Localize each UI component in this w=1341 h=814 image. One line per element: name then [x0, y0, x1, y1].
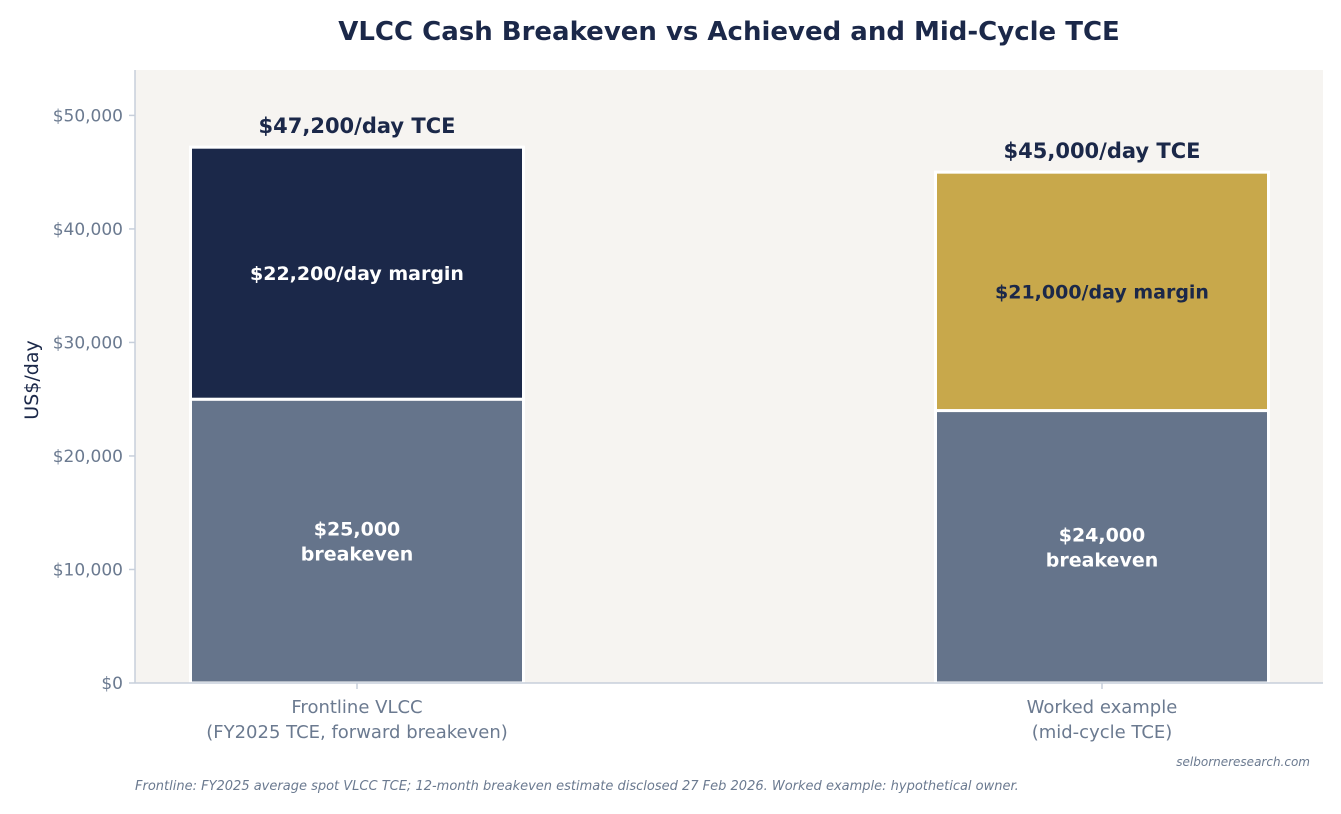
y-tick-label: $40,000 — [53, 220, 123, 240]
segment-label: $21,000/day margin — [995, 281, 1209, 303]
axes-layer: $0 $10,000 $20,000 $30,000 $40,000 $50,000 Fro… — [53, 70, 1323, 743]
bar-segment — [934, 409, 1270, 685]
y-tick-label: $20,000 — [53, 447, 123, 467]
segment-label: $24,000 — [1059, 524, 1146, 546]
bar-segment — [189, 145, 525, 401]
bar-segment — [189, 397, 525, 685]
bar-segment — [934, 170, 1270, 413]
x-tick-label: (FY2025 TCE, forward breakeven) — [206, 722, 508, 743]
x-tick-label: Worked example — [1027, 697, 1178, 718]
segment-label: breakeven — [301, 544, 414, 566]
bars-layer: $25,000 breakeven $22,200/day margin $47,20… — [189, 114, 1270, 685]
y-tick-label: $10,000 — [53, 560, 123, 580]
y-tick-label: $30,000 — [53, 333, 123, 353]
bar-total-label: $45,000/day TCE — [1004, 139, 1201, 163]
x-tick-label: (mid-cycle TCE) — [1032, 722, 1173, 743]
y-axis-label: US$/day — [21, 340, 43, 419]
source-credit: selborneresearch.com — [1176, 755, 1310, 769]
segment-label: $25,000 — [314, 519, 401, 541]
segment-label: breakeven — [1046, 549, 1159, 571]
segment-label: $22,200/day margin — [250, 263, 464, 285]
x-tick-label: Frontline VLCC — [291, 697, 422, 718]
footnote: Frontline: FY2025 average spot VLCC TCE;… — [135, 779, 1019, 794]
bar-total-label: $47,200/day TCE — [259, 114, 456, 138]
y-tick-label: $50,000 — [53, 106, 123, 126]
y-tick-label: $0 — [101, 674, 123, 694]
chart-title: VLCC Cash Breakeven vs Achieved and Mid-… — [338, 17, 1120, 47]
